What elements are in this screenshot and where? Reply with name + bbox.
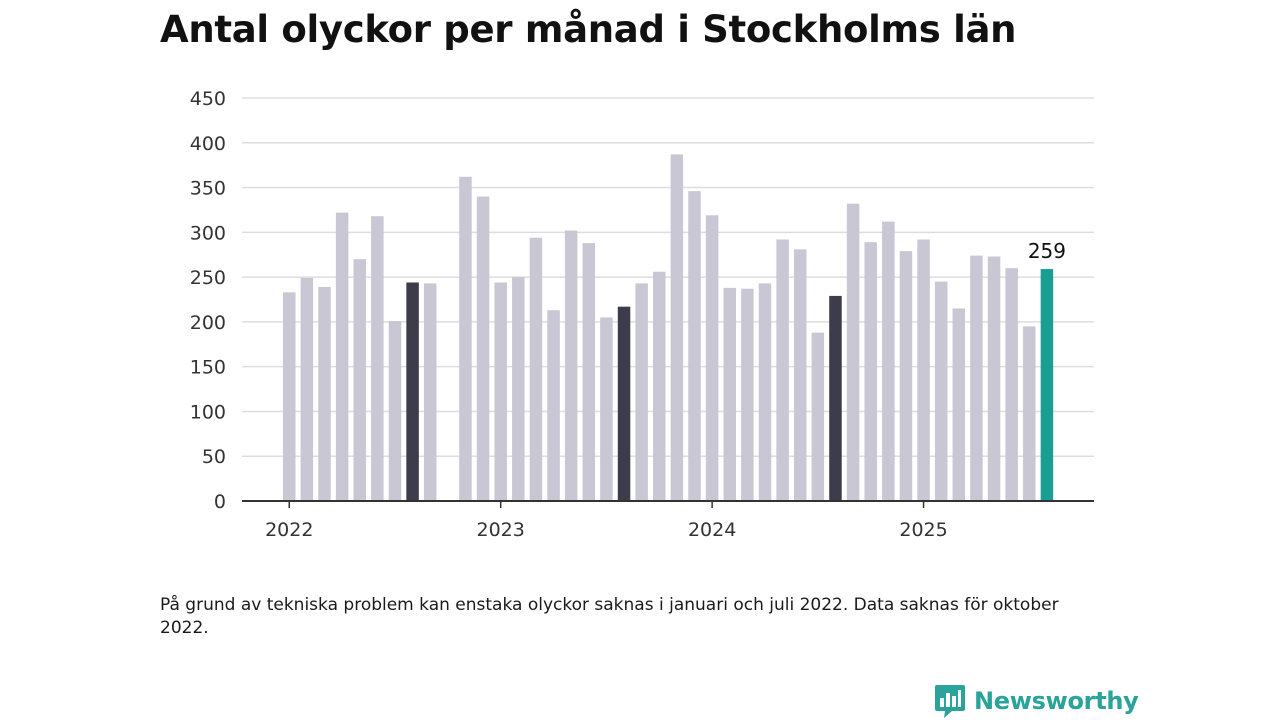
bar-2024-10 bbox=[864, 242, 877, 501]
y-tick-label-50: 50 bbox=[202, 446, 226, 468]
bar-2025-05 bbox=[987, 256, 1001, 501]
bar-2023-10 bbox=[653, 271, 666, 501]
bar-2023-02 bbox=[512, 277, 525, 501]
bar-2024-05 bbox=[776, 239, 789, 501]
bar-chart: 0 50 100 150 200 250 300 350 400 450 2022 2023 2024… bbox=[190, 88, 1094, 541]
bar-2022-02 bbox=[300, 278, 314, 501]
gridlines bbox=[242, 97, 1094, 457]
bar-2024-08 bbox=[829, 295, 842, 501]
bar-2022-06 bbox=[371, 216, 384, 502]
bar-2024-04 bbox=[758, 283, 772, 501]
y-tick-label-250: 250 bbox=[190, 267, 226, 289]
x-axis-year-labels: 2022 2023 2024 2025 bbox=[265, 501, 948, 541]
bar-2025-01 bbox=[917, 239, 930, 501]
bar-2024-09 bbox=[846, 203, 860, 502]
y-tick-label-350: 350 bbox=[190, 178, 226, 200]
bar-2023-01 bbox=[494, 282, 507, 501]
y-axis-tick-labels: 0 50 100 150 200 250 300 350 400 450 bbox=[190, 88, 226, 513]
y-tick-label-150: 150 bbox=[190, 357, 226, 379]
bar-2022-04 bbox=[335, 212, 349, 501]
x-tick-label-2023: 2023 bbox=[477, 519, 525, 541]
chart-title: Antal olyckor per månad i Stockholms län bbox=[160, 8, 1017, 51]
bar-2022-09 bbox=[423, 283, 437, 501]
y-tick-label-400: 400 bbox=[190, 133, 226, 155]
bar-2025-08 bbox=[1040, 269, 1054, 501]
bar-2025-04 bbox=[970, 255, 983, 501]
bar-2023-06 bbox=[582, 243, 596, 501]
y-tick-label-200: 200 bbox=[190, 312, 226, 334]
bar-2023-12 bbox=[688, 191, 701, 502]
y-tick-label-0: 0 bbox=[214, 491, 226, 513]
bar-2024-03 bbox=[741, 288, 754, 501]
data-labels: 259 bbox=[1028, 239, 1066, 263]
bar-2022-07 bbox=[388, 320, 402, 501]
bar-2022-05 bbox=[353, 259, 366, 501]
x-tick-label-2024: 2024 bbox=[688, 519, 736, 541]
bar-2023-04 bbox=[547, 310, 560, 501]
brand-logo: Newsworthy bbox=[934, 684, 1139, 718]
bars bbox=[283, 154, 1054, 502]
bar-2023-08 bbox=[617, 306, 631, 501]
bar-2024-11 bbox=[882, 221, 895, 501]
y-tick-label-100: 100 bbox=[190, 401, 226, 423]
bar-2023-07 bbox=[600, 317, 613, 501]
bar-2024-01 bbox=[705, 215, 719, 501]
x-tick-label-2025: 2025 bbox=[899, 519, 947, 541]
bar-2024-06 bbox=[793, 249, 807, 501]
bar-2024-07 bbox=[811, 332, 825, 501]
footnote: På grund av tekniska problem kan enstaka… bbox=[160, 595, 1059, 638]
data-label-2025-08: 259 bbox=[1028, 239, 1066, 263]
bar-2022-08 bbox=[406, 282, 419, 501]
brand-name: Newsworthy bbox=[974, 687, 1139, 715]
bar-2023-11 bbox=[670, 154, 684, 502]
bar-2025-03 bbox=[952, 308, 966, 501]
y-tick-label-450: 450 bbox=[190, 88, 226, 110]
bar-2025-02 bbox=[934, 281, 948, 501]
bar-2022-11 bbox=[459, 176, 472, 501]
bar-2025-07 bbox=[1023, 326, 1036, 501]
y-tick-label-300: 300 bbox=[190, 222, 226, 244]
bar-2023-03 bbox=[529, 237, 543, 501]
bar-2023-05 bbox=[564, 230, 578, 501]
bar-2022-03 bbox=[318, 286, 331, 501]
bar-2024-02 bbox=[723, 287, 736, 501]
bar-2022-12 bbox=[476, 196, 490, 501]
newsworthy-logo-icon bbox=[935, 685, 965, 718]
bar-2024-12 bbox=[899, 251, 913, 501]
bar-2023-09 bbox=[635, 283, 648, 501]
bar-2022-01 bbox=[283, 292, 296, 501]
bar-2025-06 bbox=[1005, 268, 1018, 501]
x-tick-label-2022: 2022 bbox=[265, 519, 313, 541]
